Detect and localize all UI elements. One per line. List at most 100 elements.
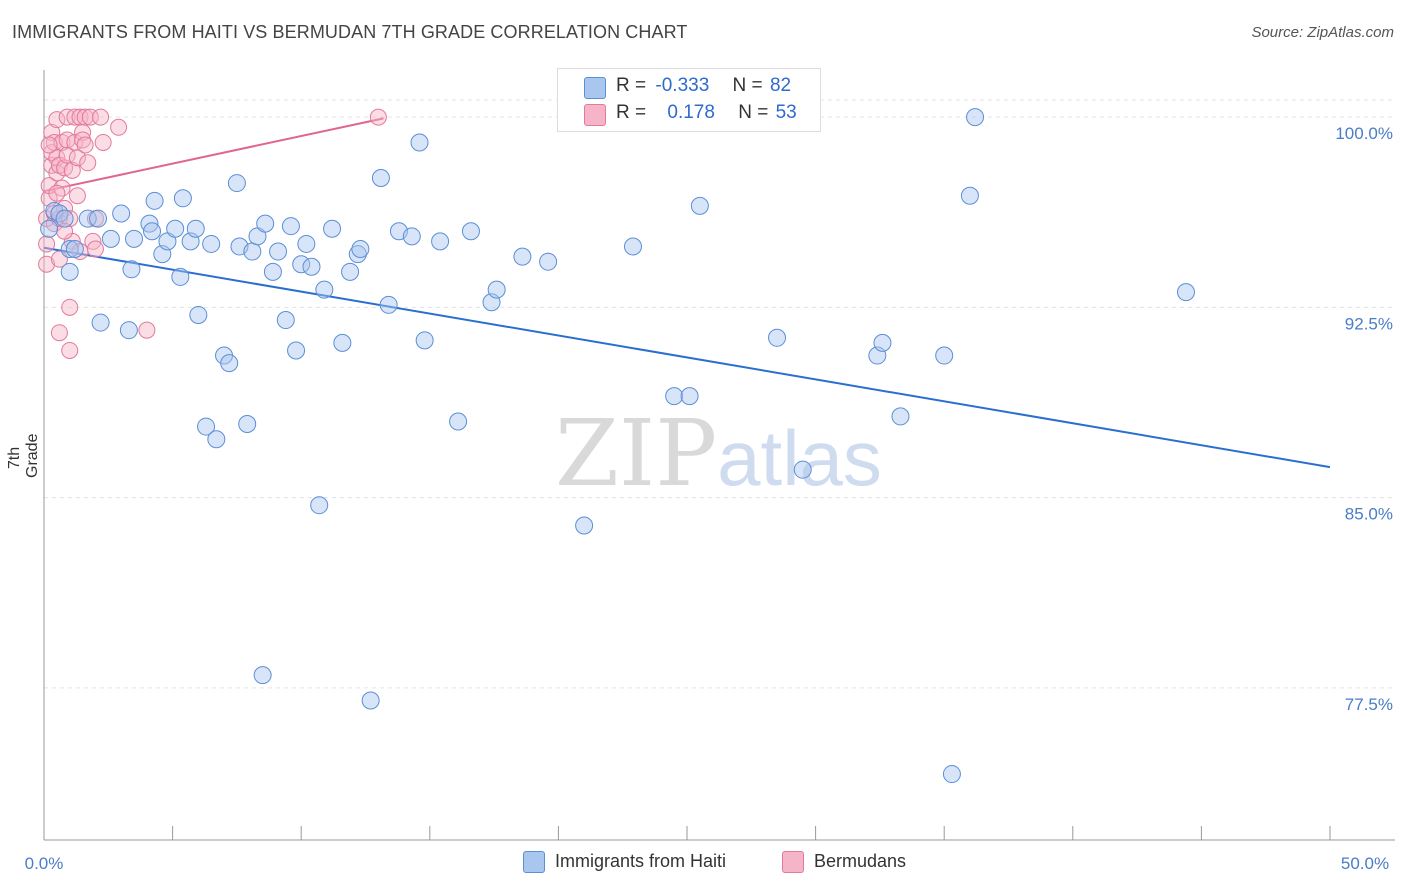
haiti-point bbox=[966, 108, 985, 127]
haiti-point bbox=[256, 214, 275, 233]
haiti-point bbox=[173, 189, 192, 208]
source-label: Source: ZipAtlas.com bbox=[1251, 24, 1394, 41]
x-tick-label: 0.0% bbox=[25, 854, 64, 873]
haiti-point bbox=[348, 245, 367, 264]
grid-lines bbox=[44, 99, 1395, 689]
haiti-point bbox=[292, 255, 311, 274]
bermudans-point bbox=[66, 108, 84, 126]
bermudans-point bbox=[94, 133, 112, 151]
y-tick-label: 100.0% bbox=[1335, 124, 1393, 143]
haiti-point bbox=[60, 262, 79, 281]
bermudans-point bbox=[38, 235, 56, 253]
haiti-points bbox=[40, 108, 1195, 784]
bermudans-r-value: 0.178 bbox=[667, 102, 715, 123]
haiti-point bbox=[89, 209, 108, 228]
axes bbox=[43, 70, 1395, 841]
bermudans-n-label: N = bbox=[738, 102, 769, 123]
haiti-point bbox=[873, 333, 892, 352]
haiti-point bbox=[665, 387, 684, 406]
haiti-point bbox=[125, 229, 144, 248]
trend-lines bbox=[43, 117, 1331, 469]
haiti-swatch bbox=[584, 77, 606, 99]
haiti-point bbox=[276, 311, 295, 330]
haiti-point bbox=[333, 333, 352, 352]
haiti-point bbox=[50, 204, 69, 223]
haiti-point bbox=[402, 227, 421, 246]
bermudans-point bbox=[61, 210, 79, 228]
legend-haiti: Immigrants from Haiti bbox=[523, 851, 727, 874]
haiti-point bbox=[461, 222, 480, 241]
legend-bermudans: Bermudans bbox=[782, 851, 906, 874]
bermudans-point bbox=[110, 118, 128, 136]
haiti-point bbox=[243, 242, 262, 261]
haiti-point bbox=[55, 209, 74, 228]
haiti-point bbox=[91, 313, 110, 332]
bermudans-point bbox=[48, 184, 66, 202]
haiti-point bbox=[623, 237, 642, 256]
bermudans-point bbox=[61, 298, 79, 316]
haiti-point bbox=[891, 407, 910, 426]
haiti-stat-row: R = -0.333 N = 82 bbox=[616, 75, 791, 101]
haiti-n-label: N = bbox=[732, 75, 763, 96]
haiti-point bbox=[323, 219, 342, 238]
haiti-point bbox=[351, 240, 370, 259]
x-tick-label: 50.0% bbox=[1341, 854, 1389, 873]
haiti-point bbox=[171, 267, 190, 286]
haiti-point bbox=[575, 516, 594, 535]
bermudans-point bbox=[68, 149, 86, 167]
bermudans-point bbox=[92, 108, 110, 126]
haiti-point bbox=[315, 280, 334, 299]
haiti-point bbox=[513, 247, 532, 266]
haiti-point bbox=[207, 430, 226, 449]
haiti-point bbox=[487, 280, 506, 299]
y-tick-label: 85.0% bbox=[1345, 505, 1393, 524]
haiti-point bbox=[263, 262, 282, 281]
haiti-point bbox=[220, 354, 239, 373]
bermudans-point bbox=[138, 321, 156, 339]
haiti-point bbox=[202, 234, 221, 253]
haiti-point bbox=[269, 242, 288, 261]
haiti-point bbox=[361, 691, 380, 710]
legend-haiti-label: Immigrants from Haiti bbox=[555, 851, 727, 871]
haiti-point bbox=[287, 341, 306, 360]
bermudans-point bbox=[43, 123, 61, 141]
haiti-point bbox=[78, 209, 97, 228]
haiti-point bbox=[60, 240, 79, 259]
haiti-point bbox=[253, 666, 272, 685]
bermudans-point bbox=[61, 341, 79, 359]
haiti-point bbox=[935, 346, 954, 365]
haiti-point bbox=[45, 201, 64, 220]
bermudans-r-label: R = bbox=[616, 102, 647, 123]
bermudans-point bbox=[38, 255, 56, 273]
haiti-point bbox=[415, 331, 434, 350]
bermudans-point bbox=[369, 108, 387, 126]
bermudans-n-value: 53 bbox=[775, 102, 797, 123]
bermudans-point bbox=[58, 146, 76, 164]
haiti-point bbox=[379, 295, 398, 314]
y-tick-label: 77.5% bbox=[1345, 695, 1393, 714]
haiti-point bbox=[189, 305, 208, 324]
haiti-point bbox=[122, 260, 141, 279]
watermark-zip: ZIP bbox=[555, 400, 718, 507]
haiti-point bbox=[431, 232, 450, 251]
haiti-point bbox=[101, 229, 120, 248]
bermudans-point bbox=[56, 199, 74, 217]
haiti-point bbox=[302, 257, 321, 276]
haiti-point bbox=[197, 417, 216, 436]
bermudans-stat-row: R = 0.178 N = 53 bbox=[616, 102, 797, 128]
haiti-point bbox=[40, 219, 59, 238]
haiti-point bbox=[186, 219, 205, 238]
haiti-point bbox=[297, 234, 316, 253]
watermark-atlas: atlas bbox=[717, 414, 882, 502]
y-tick-label: 92.5% bbox=[1345, 314, 1393, 333]
haiti-trend-line bbox=[43, 246, 1331, 469]
haiti-point bbox=[1176, 283, 1195, 302]
haiti-point bbox=[793, 460, 812, 479]
haiti-point bbox=[227, 174, 246, 193]
haiti-point bbox=[960, 186, 979, 205]
haiti-point bbox=[371, 168, 390, 187]
bermudans-point bbox=[53, 179, 71, 197]
legend-haiti-swatch bbox=[523, 851, 545, 874]
bermudans-point bbox=[56, 222, 74, 240]
